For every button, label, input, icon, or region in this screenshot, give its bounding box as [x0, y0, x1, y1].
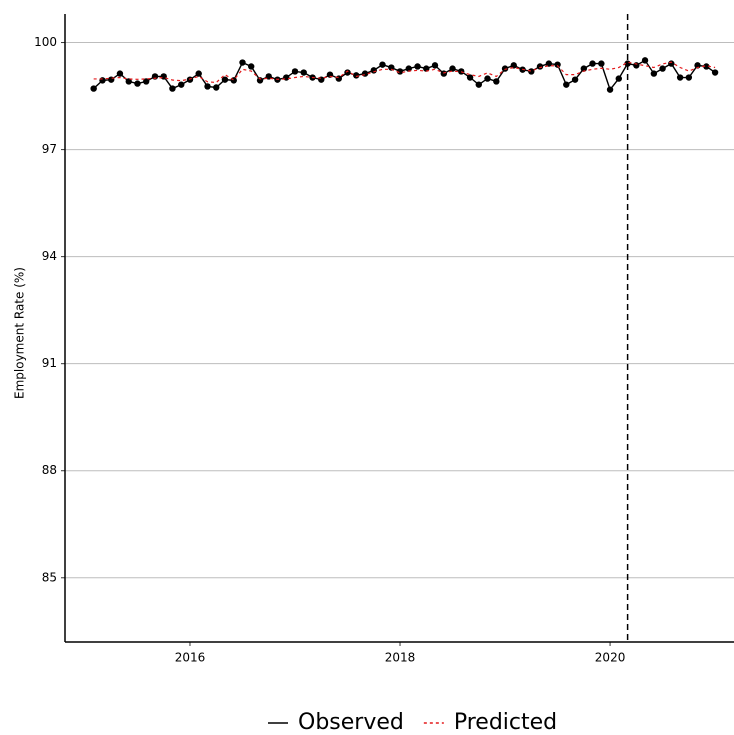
data-point: [589, 60, 596, 67]
data-point: [256, 77, 264, 84]
series-line: [93, 61, 716, 84]
data-point: [528, 68, 535, 75]
data-point: [440, 70, 448, 77]
data-point: [606, 86, 614, 93]
legend-label: Predicted: [454, 710, 557, 735]
x-tick-label: 2016: [175, 651, 206, 665]
data-point: [694, 62, 701, 69]
data-point: [353, 72, 360, 79]
y-tick-label: 91: [42, 356, 57, 370]
x-tick-label: 2018: [385, 651, 416, 665]
data-point: [501, 65, 509, 72]
data-point: [633, 62, 640, 69]
y-tick-label: 94: [42, 249, 57, 263]
data-point: [142, 78, 150, 85]
data-point: [580, 65, 588, 72]
data-point: [178, 81, 185, 88]
data-point: [335, 75, 342, 82]
data-point: [475, 81, 482, 88]
data-point: [300, 69, 307, 76]
data-point: [431, 62, 439, 69]
y-tick-label: 88: [42, 463, 57, 477]
data-point: [510, 62, 517, 69]
data-point: [484, 75, 491, 82]
data-point: [125, 78, 132, 85]
data-point: [493, 78, 500, 85]
data-point: [204, 83, 211, 90]
data-point: [213, 84, 220, 91]
data-point: [90, 85, 97, 92]
data-point: [650, 70, 658, 77]
data-point: [659, 65, 666, 72]
data-point: [370, 67, 377, 74]
x-tick-label: 2020: [595, 651, 626, 665]
data-point: [449, 65, 456, 72]
data-point: [248, 63, 255, 70]
data-point: [169, 85, 176, 92]
data-point: [221, 76, 229, 83]
data-point: [405, 65, 412, 72]
data-point: [283, 74, 290, 81]
data-point: [151, 73, 159, 80]
data-point: [396, 68, 404, 75]
data-point: [668, 60, 675, 67]
data-point: [703, 63, 710, 70]
data-point: [318, 76, 325, 83]
data-point: [641, 57, 649, 64]
data-point: [536, 63, 544, 70]
data-point: [414, 63, 421, 70]
data-point: [99, 77, 106, 84]
data-point: [361, 70, 369, 77]
legend-label: Observed: [298, 710, 404, 735]
data-point: [563, 81, 570, 88]
data-point: [379, 61, 386, 68]
y-tick-label: 85: [42, 570, 57, 584]
data-point: [239, 59, 246, 66]
data-point: [545, 60, 553, 67]
data-point: [466, 74, 474, 81]
data-point: [195, 70, 202, 77]
data-point: [344, 69, 351, 76]
data-point: [615, 75, 622, 82]
data-point: [711, 69, 719, 76]
data-point: [291, 68, 299, 75]
data-point: [554, 61, 561, 68]
series-line: [93, 59, 716, 92]
data-point: [388, 64, 395, 71]
data-point: [134, 80, 141, 87]
y-tick-label: 100: [34, 35, 57, 49]
data-point: [571, 76, 579, 83]
data-point: [598, 60, 605, 67]
data-point: [108, 76, 115, 83]
data-point: [676, 74, 684, 81]
data-point: [685, 74, 693, 81]
y-axis-label: Employment Rate (%): [13, 267, 27, 399]
data-point: [116, 70, 124, 77]
data-point: [186, 76, 194, 83]
y-tick-label: 97: [42, 142, 57, 156]
